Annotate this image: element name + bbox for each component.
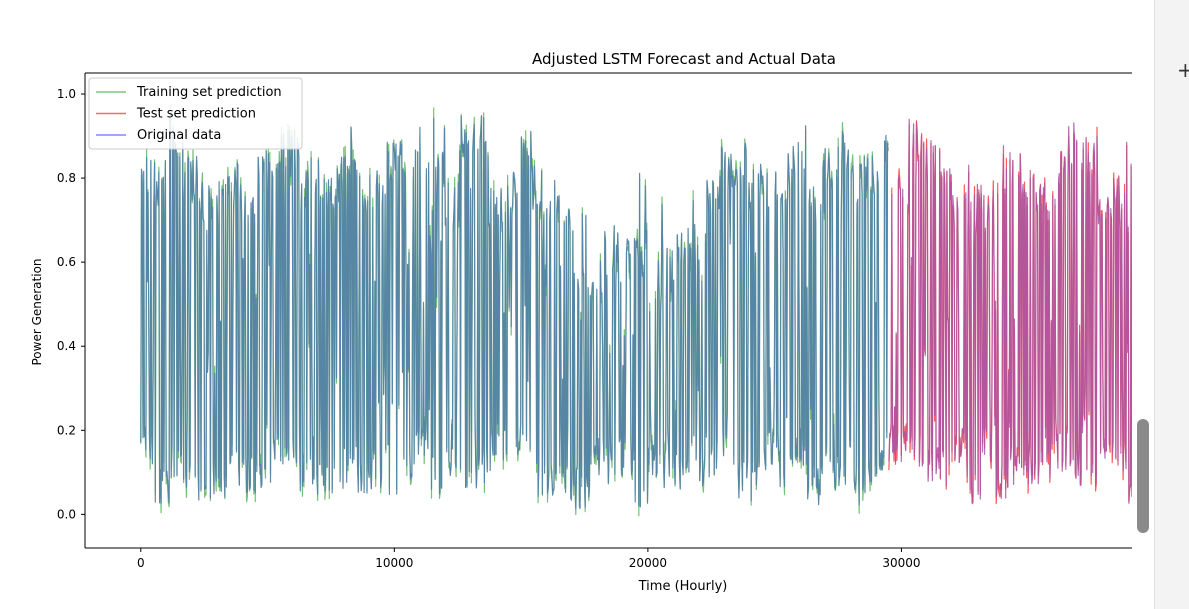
y-tick-label: 0.2 [57,423,76,437]
legend-label: Original data [137,128,221,143]
plus-icon[interactable]: + [1177,60,1189,80]
legend-label: Test set prediction [136,107,256,122]
y-tick-label: 0.8 [57,171,76,185]
x-tick-label: 20000 [629,556,667,570]
chart-svg: Adjusted LSTM Forecast and Actual Data P… [0,0,1132,609]
x-tick-label: 0 [137,556,145,570]
legend-label: Training set prediction [136,85,282,100]
y-tick-label: 1.0 [57,87,76,101]
y-tick-label: 0.6 [57,255,76,269]
x-tick-label: 10000 [375,556,413,570]
x-axis-label: Time (Hourly) [638,579,728,594]
x-tick-label: 30000 [882,556,920,570]
original-data-line-test-region [889,118,1132,509]
side-panel: + [1154,0,1189,609]
y-tick-label: 0.4 [57,339,76,353]
original-data-line [141,112,888,508]
chart-title: Adjusted LSTM Forecast and Actual Data [532,50,836,68]
output-scrollbar[interactable] [1137,419,1149,533]
output-cell: Adjusted LSTM Forecast and Actual Data P… [0,0,1132,609]
y-axis-label: Power Generation [30,258,44,365]
y-tick-label: 0.0 [57,507,76,521]
